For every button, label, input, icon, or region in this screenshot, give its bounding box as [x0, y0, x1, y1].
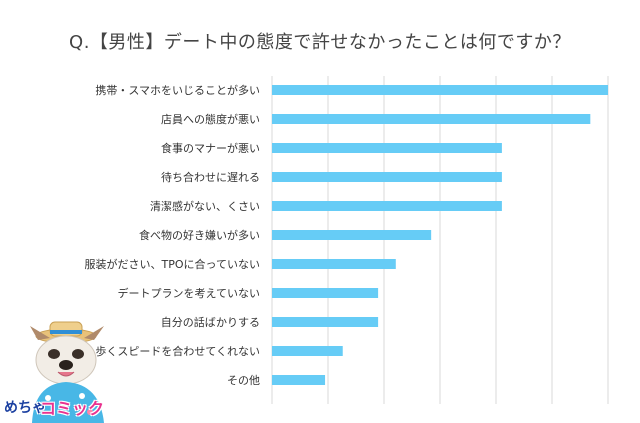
chart-title: Q.【男性】デート中の態度で許せなかったことは何ですか？ — [69, 32, 571, 53]
category-label: 清潔感がない、くさい — [150, 199, 260, 213]
bar — [272, 114, 591, 124]
category-label: その他 — [227, 374, 260, 387]
category-label: 携帯・スマホをいじることが多い — [95, 83, 260, 97]
category-label: 食事のマナーが悪い — [161, 141, 260, 155]
category-label: 待ち合わせに遅れる — [161, 170, 260, 184]
bar — [272, 230, 432, 240]
bar — [272, 259, 396, 269]
category-label: 店員への態度が悪い — [161, 112, 260, 126]
bar — [272, 201, 502, 211]
category-label: 自分の話ばかりする — [161, 315, 260, 329]
brand-logo-text: めちゃ — [4, 400, 46, 416]
category-label: 服装がださい、TPOに合っていない — [85, 257, 260, 271]
bar — [272, 375, 326, 385]
bar — [272, 143, 502, 153]
bar — [272, 172, 502, 182]
bar — [272, 317, 379, 327]
brand-logo-text-accent: コミック — [40, 399, 105, 418]
category-label: 歩くスピードを合わせてくれない — [95, 344, 260, 358]
category-label: デートプランを考えていない — [118, 286, 260, 300]
bar — [272, 288, 379, 298]
bar — [272, 85, 608, 95]
dog-mascot-illustration — [30, 321, 104, 423]
category-label: 食べ物の好き嫌いが多い — [139, 228, 260, 242]
bar — [272, 346, 343, 356]
